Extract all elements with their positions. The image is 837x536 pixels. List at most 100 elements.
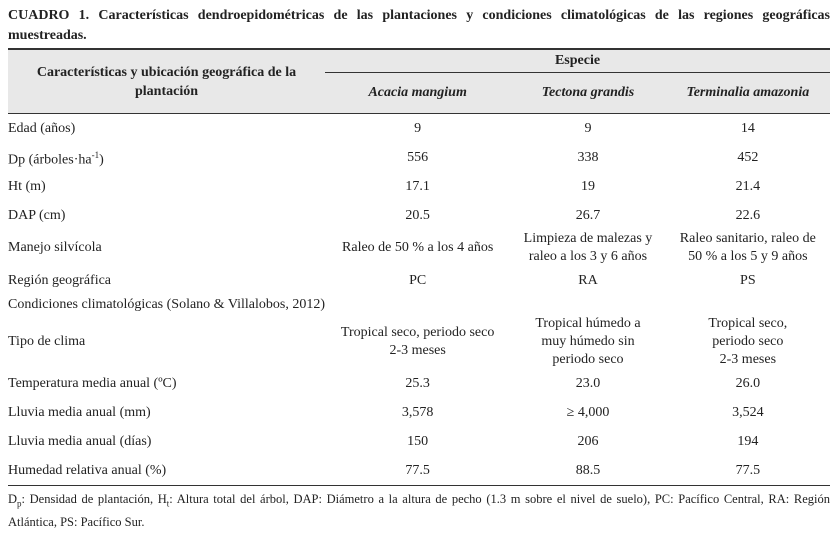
cell: 17.1: [325, 172, 510, 201]
row-label: Región geográfica: [8, 266, 325, 295]
cell: 194: [666, 427, 830, 456]
footnote-sub: p: [17, 498, 22, 509]
row-label-text: Humedad relativa anual (%): [8, 462, 167, 478]
cell: 3,578: [325, 398, 510, 427]
cell: 22.6: [666, 201, 830, 230]
row-label: Ht (m): [8, 172, 325, 201]
row-label-text: Edad (años): [8, 120, 76, 136]
table-row: DAP (cm) 20.5 26.7 22.6: [8, 201, 830, 230]
cell: 21.4: [666, 172, 830, 201]
cell: 3,524: [666, 398, 830, 427]
row-label-text: Dp (árboles·ha: [8, 152, 92, 168]
row-label: Lluvia media anual (mm): [8, 398, 325, 427]
cell-line: 20.5: [405, 207, 430, 223]
cell: RA: [510, 266, 665, 295]
table-row: Lluvia media anual (mm) 3,578 ≥ 4,000 3,524: [8, 398, 830, 427]
cell-line: 77.5: [405, 462, 430, 478]
table-row: Manejo silvícola Raleo de 50 % a los 4 añ…: [8, 230, 830, 266]
cell-line: PS: [740, 272, 756, 288]
table-row: Temperatura media anual (ºC) 25.3 23.0 26.0: [8, 369, 830, 398]
cell: 9: [510, 114, 665, 144]
cell: 88.5: [510, 456, 666, 486]
footnote-sub: t: [166, 498, 170, 509]
table-row: Condiciones climatológicas (Solano & Vil…: [8, 295, 830, 315]
cell-line: 194: [737, 433, 759, 449]
cell: Raleo sanitario, raleo de 50 % a los 5 y …: [666, 230, 830, 266]
cell-line: 206: [577, 433, 599, 449]
cell-line: 556: [407, 149, 429, 165]
cell-line: PC: [409, 272, 427, 288]
cell-line: 50 % a los 5 y 9 años: [688, 249, 808, 264]
empty-cell: [325, 295, 510, 315]
caption-label: CUADRO 1.: [8, 8, 90, 23]
cell-line: Limpieza de malezas y: [523, 231, 653, 246]
species-header: Acacia mangium: [324, 72, 511, 114]
cell: ≥ 4,000: [510, 398, 665, 427]
cell: 452: [666, 143, 830, 172]
cell-line: muy húmedo sin: [541, 334, 635, 349]
row-label: DAP (cm): [8, 201, 325, 230]
row-label: Humedad relativa anual (%): [8, 456, 325, 486]
cell-line: 21.4: [735, 178, 761, 194]
row-label: Lluvia media anual (días): [8, 427, 325, 456]
cell: 77.5: [324, 456, 511, 486]
cell: Tropical húmedo a muy húmedo sin periodo s…: [510, 315, 665, 369]
cell: 26.7: [510, 201, 665, 230]
cell-line: 26.0: [735, 375, 761, 391]
row-label-text: Ht (m): [8, 178, 46, 194]
cell-line: 77.5: [735, 462, 761, 478]
cell-line: 88.5: [575, 462, 601, 478]
cell-line: 26.7: [575, 207, 601, 223]
caption: CUADRO 1. Características dendroepidomét…: [8, 6, 830, 46]
group-header: Especie: [324, 48, 830, 73]
row-label: Dp (árboles·ha-1): [8, 143, 325, 172]
cell-line: 2-3 meses: [719, 352, 777, 367]
row-label-text: Lluvia media anual (días): [8, 433, 152, 449]
cell-line: 452: [737, 149, 759, 165]
species-header: Terminalia amazonia: [665, 72, 830, 114]
cell-line: Tropical seco,: [708, 316, 788, 331]
cell: 25.3: [325, 369, 510, 398]
cell-line: 19: [580, 178, 595, 194]
footnote-text: : Densidad de plantación, H: [21, 492, 167, 506]
cell-line: 9: [584, 120, 592, 136]
row-label-text: Lluvia media anual (mm): [8, 404, 151, 420]
table-row: Región geográfica PC RA PS: [8, 266, 830, 295]
row-label-text: Tipo de clima: [8, 334, 86, 349]
cell: 9: [325, 114, 510, 144]
cell: 14: [666, 114, 830, 144]
cell-line: 22.6: [735, 207, 761, 223]
species-header: Tectona grandis: [510, 72, 666, 114]
table-row: Edad (años) 9 9 14: [8, 114, 830, 144]
cell-line: Raleo de 50 % a los 4 años: [342, 240, 494, 255]
row-label-end: ): [99, 152, 104, 168]
cell: 26.0: [666, 369, 830, 398]
cell-line: Tropical húmedo a: [535, 316, 641, 331]
footnote: Dp: Densidad de plantación, Ht: Altura t…: [8, 490, 830, 531]
cell-line: 150: [407, 433, 429, 449]
cell: 77.5: [665, 456, 830, 486]
cell: 206: [510, 427, 665, 456]
cell-line: raleo a los 3 y 6 años: [528, 249, 648, 264]
cell: Limpieza de malezas y raleo a los 3 y 6 a…: [510, 230, 665, 266]
row-label-text: Región geográfica: [8, 272, 112, 288]
cell: 20.5: [325, 201, 510, 230]
cell-line: periodo seco: [712, 334, 784, 349]
row-label: Manejo silvícola: [8, 230, 325, 266]
cell: PC: [325, 266, 510, 295]
row-label: Condiciones climatológicas (Solano & Vil…: [8, 295, 325, 315]
cell: 23.0: [510, 369, 665, 398]
cell-line: 2-3 meses: [389, 343, 446, 358]
cell-line: 14: [740, 120, 755, 136]
cell-line: 9: [414, 120, 422, 136]
cell-line: 23.0: [575, 375, 601, 391]
cell: 338: [510, 143, 665, 172]
cell-line: 338: [577, 149, 599, 165]
row-label-text: Temperatura media anual (ºC): [8, 375, 177, 391]
data-table: Características y ubicación geográfica d…: [8, 48, 830, 486]
caption-text: Características dendroepidométricas de l…: [8, 8, 831, 43]
cell: PS: [666, 266, 830, 295]
cell-line: 17.1: [405, 178, 430, 194]
table-row: Ht (m) 17.1 19 21.4: [8, 172, 830, 201]
